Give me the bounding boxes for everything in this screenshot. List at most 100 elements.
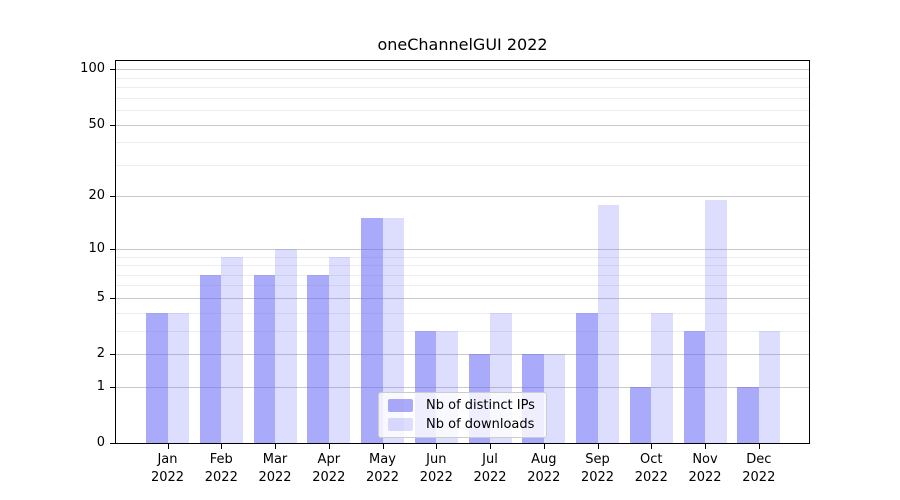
y-tick-5 [110,297,115,299]
gridline-minor-8 [116,265,809,266]
bar-ips-sep [576,312,598,443]
y-tick-label-0: 0 [96,435,105,450]
x-tick-year: 2022 [312,470,346,485]
x-tick-month: Feb [209,452,233,467]
x-tick-label-aug-2022: Aug 2022 [512,451,576,487]
x-tick-year: 2022 [150,470,185,485]
x-tick-mar [275,444,276,449]
y-tick-2 [110,354,115,355]
gridline-major-1 [116,386,809,388]
x-tick-jun [436,444,438,449]
x-tick-label-oct-2022: Oct 2022 [619,451,683,487]
x-tick-year: 2022 [258,470,292,485]
plot-area [115,60,810,444]
x-tick-year: 2022 [419,470,453,485]
bar-ips-nov [683,330,705,443]
x-tick-jul [490,444,491,449]
legend-label-distinct-ips: Nb of distinct IPs [426,398,535,413]
y-tick-1 [110,386,115,388]
gridline-major-2 [116,354,809,355]
x-tick-feb [221,444,223,449]
x-tick-label-apr-2022: Apr 2022 [297,451,361,487]
gridline-minor-7 [116,274,809,276]
y-tick-label-10: 10 [88,240,105,256]
x-tick-aug [543,444,545,449]
x-tick-nov [705,444,706,449]
x-tick-month: Sep [585,452,610,467]
bar-downloads-jan [167,312,189,443]
x-tick-month: Dec [746,452,772,467]
y-tick-0 [110,443,115,444]
bar-ips-may [361,218,383,443]
x-tick-may [382,444,384,449]
x-tick-year: 2022 [365,470,400,485]
gridline-minor-80 [116,87,809,89]
gridline-major-10 [116,248,809,250]
bar-ips-dec [737,386,759,443]
y-tick-label-20: 20 [88,188,105,204]
x-tick-year: 2022 [688,470,722,485]
bar-downloads-feb [221,256,243,443]
x-tick-dec [758,444,760,449]
bar-ips-apr [307,274,329,443]
x-tick-label-jun-2022: Jun 2022 [404,451,468,487]
x-tick-year: 2022 [742,470,776,485]
gridline-minor-3 [116,330,809,332]
bar-ips-oct [629,386,652,443]
gridline-minor-9 [116,256,809,258]
bar-ips-jan [146,312,168,443]
legend-entry-distinct-ips: Nb of distinct IPs [388,397,535,414]
y-tick-label-5: 5 [96,289,105,305]
bar-downloads-oct [651,312,673,443]
x-tick-label-nov-2022: Nov 2022 [673,451,737,487]
gridline-minor-30 [116,164,809,166]
x-tick-year: 2022 [634,470,668,485]
y-tick-label-50: 50 [88,116,105,132]
bar-downloads-may [382,218,404,443]
x-tick-label-dec-2022: Dec 2022 [727,451,791,487]
x-tick-label-jul-2022: Jul 2022 [458,451,522,487]
chart-title: oneChannelGUI 2022 [377,35,548,54]
x-tick-month: Jun [426,452,447,467]
y-tick-label-100: 100 [80,61,105,77]
x-tick-label-jan-2022: Jan 2022 [136,451,200,487]
x-tick-oct [651,444,653,449]
gridline-minor-6 [116,285,809,287]
bar-downloads-dec [758,330,781,443]
y-tick-label-1: 1 [96,378,105,394]
x-tick-year: 2022 [527,470,561,485]
x-tick-apr [328,444,330,449]
x-tick-label-mar-2022: Mar 2022 [243,451,307,487]
x-tick-label-feb-2022: Feb 2022 [189,451,253,487]
x-tick-month: Jul [482,452,498,467]
x-tick-month: May [369,452,396,467]
x-tick-jan [167,444,169,449]
x-tick-month: Aug [531,452,557,467]
legend-label-downloads: Nb of downloads [426,417,535,432]
bar-downloads-nov [705,200,727,443]
legend-swatch-distinct-ips [388,399,413,412]
gridline-major-100 [116,69,809,71]
x-tick-label-may-2022: May 2022 [351,451,415,487]
gridline-minor-4 [116,312,809,314]
bar-downloads-mar [275,248,297,443]
x-tick-sep [597,444,599,449]
gridline-minor-90 [116,77,809,79]
bar-ips-mar [253,274,275,443]
bar-ips-feb [199,274,222,443]
y-tick-10 [110,248,115,250]
x-tick-month: Nov [692,452,718,467]
legend-swatch-downloads [388,418,413,431]
legend: Nb of distinct IPs Nb of downloads [378,392,547,438]
x-tick-year: 2022 [580,470,615,485]
gridline-major-5 [116,297,809,299]
x-tick-year: 2022 [204,470,238,485]
bar-downloads-apr [328,256,351,443]
y-tick-20 [110,196,115,198]
x-tick-year: 2022 [473,470,507,485]
y-tick-100 [110,69,115,71]
x-tick-month: Apr [317,452,341,467]
x-tick-label-sep-2022: Sep 2022 [566,451,630,487]
x-tick-month: Mar [262,452,288,467]
